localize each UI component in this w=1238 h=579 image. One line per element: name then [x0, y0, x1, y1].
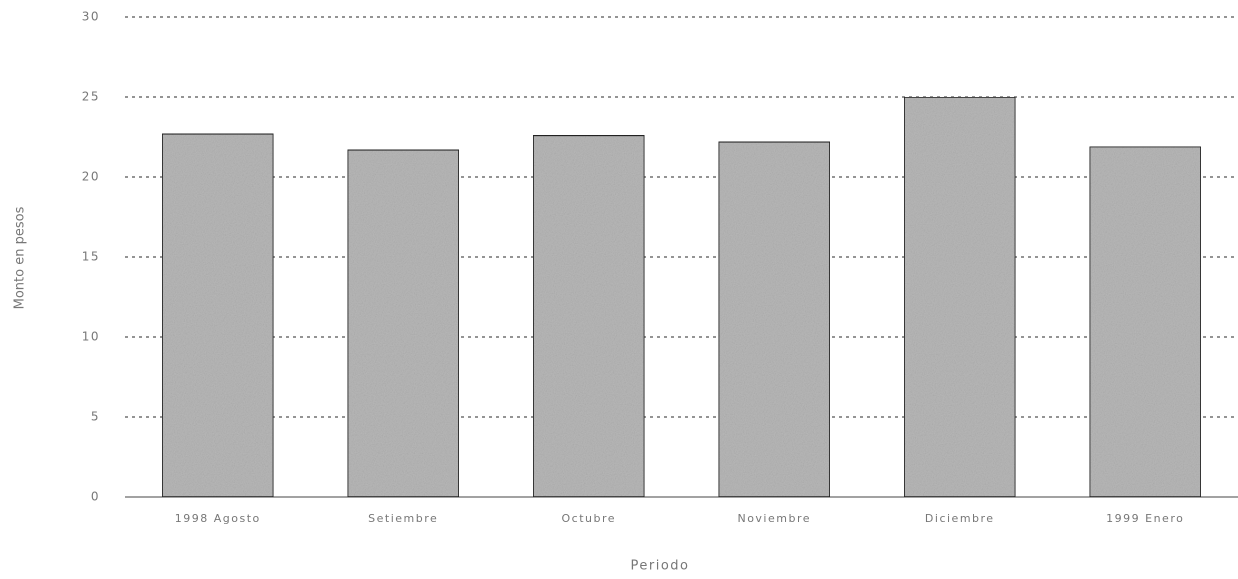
y-tick-label: 15 — [82, 250, 100, 264]
y-tick-label: 25 — [82, 90, 100, 104]
bar — [717, 141, 831, 498]
bar — [1088, 145, 1202, 498]
x-tick-label: 1999 Enero — [1106, 512, 1184, 525]
y-tick-label: 0 — [91, 490, 100, 504]
x-tick-label: Diciembre — [925, 512, 995, 525]
y-tick-label: 10 — [82, 330, 100, 344]
bar — [903, 96, 1017, 498]
x-tick-label: 1998 Agosto — [175, 512, 261, 525]
y-tick-label: 30 — [82, 10, 100, 24]
x-axis-title: Periodo — [631, 559, 690, 574]
bar — [161, 133, 275, 498]
y-axis-title: Monto en pesos — [13, 206, 28, 309]
bar — [532, 134, 646, 498]
y-tick-label: 5 — [91, 410, 100, 424]
y-tick-label: 20 — [82, 170, 100, 184]
x-tick-label: Setiembre — [368, 512, 438, 525]
x-tick-label: Noviembre — [737, 512, 811, 525]
bar — [346, 149, 460, 498]
x-tick-label: Octubre — [561, 512, 616, 525]
